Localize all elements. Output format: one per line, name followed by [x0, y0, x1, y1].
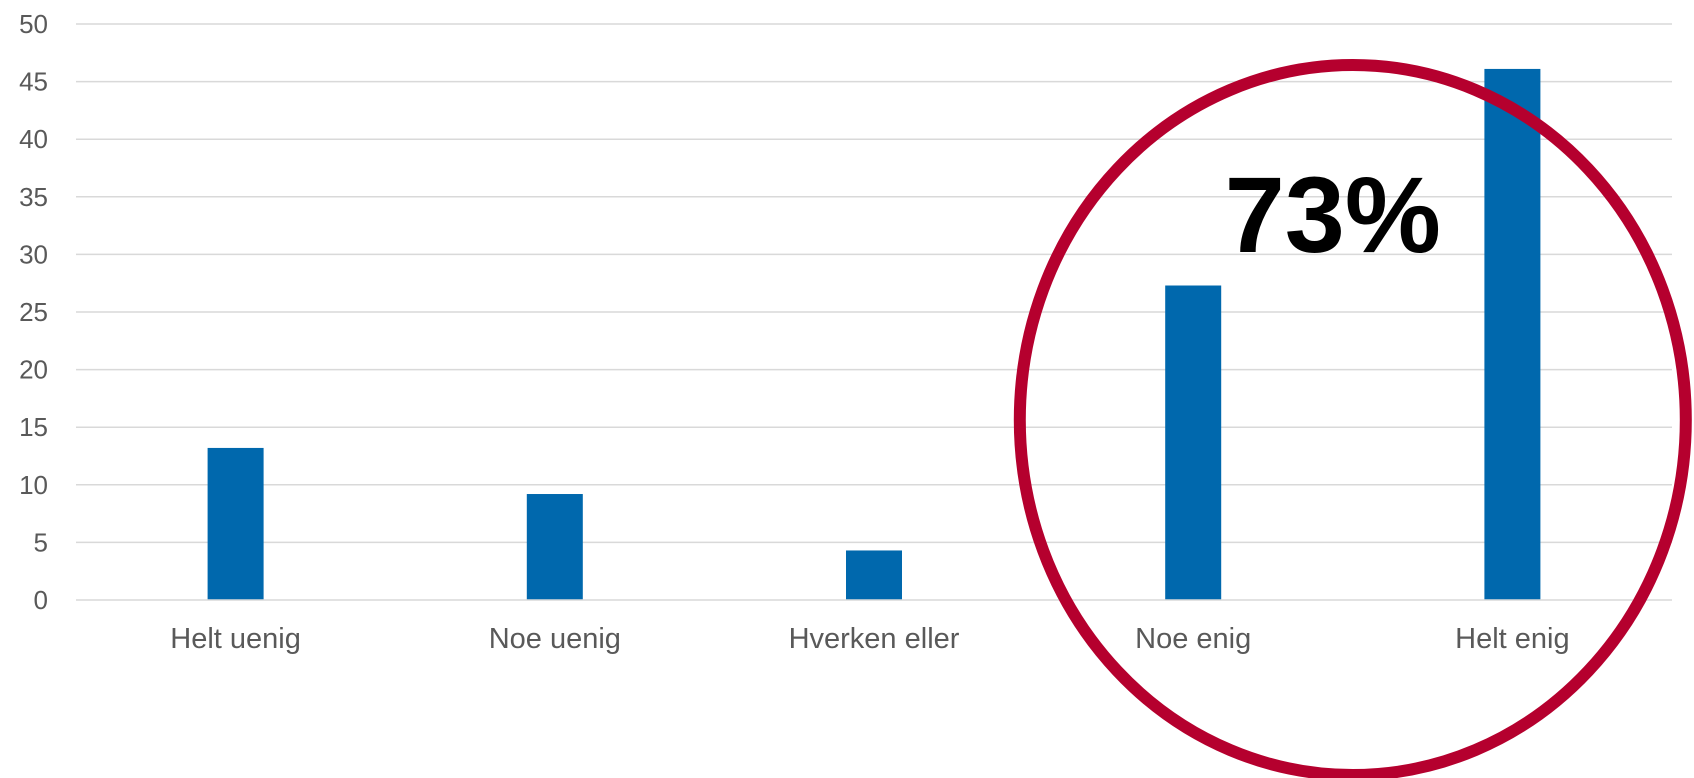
- y-tick-label: 40: [19, 124, 48, 154]
- bars: [207, 68, 1541, 601]
- bar-hverken-eller: [846, 550, 902, 600]
- y-tick-label: 10: [19, 470, 48, 500]
- x-category-label: Helt enig: [1455, 623, 1569, 655]
- highlight-circle: [1013, 59, 1692, 778]
- x-category-label: Noe enig: [1135, 623, 1251, 655]
- y-tick-label: 35: [19, 182, 48, 212]
- y-tick-label: 0: [34, 585, 48, 615]
- y-tick-label: 20: [19, 355, 48, 385]
- y-tick-label: 15: [19, 412, 48, 442]
- x-category-label: Helt uenig: [170, 623, 301, 655]
- y-axis-tick-labels: 0 5 10 15 20 25 30 35 40 45 50: [19, 9, 48, 615]
- y-tick-label: 45: [19, 67, 48, 97]
- y-tick-label: 50: [19, 9, 48, 39]
- bar-noe-enig: [1165, 285, 1222, 600]
- y-tick-label: 30: [19, 239, 48, 269]
- gridlines: [76, 23, 1672, 544]
- bar-helt-uenig: [207, 447, 264, 600]
- x-category-label: Noe uenig: [489, 623, 621, 655]
- callout-percentage: 73%: [1225, 154, 1441, 275]
- x-axis-category-labels: Helt uenig Noe uenig Hverken eller Noe enig…: [170, 623, 1569, 655]
- y-tick-label: 5: [34, 527, 48, 557]
- bar-noe-uenig: [526, 494, 583, 600]
- y-tick-label: 25: [19, 297, 48, 327]
- x-category-label: Hverken eller: [789, 623, 960, 655]
- bar-helt-enig: [1484, 68, 1541, 601]
